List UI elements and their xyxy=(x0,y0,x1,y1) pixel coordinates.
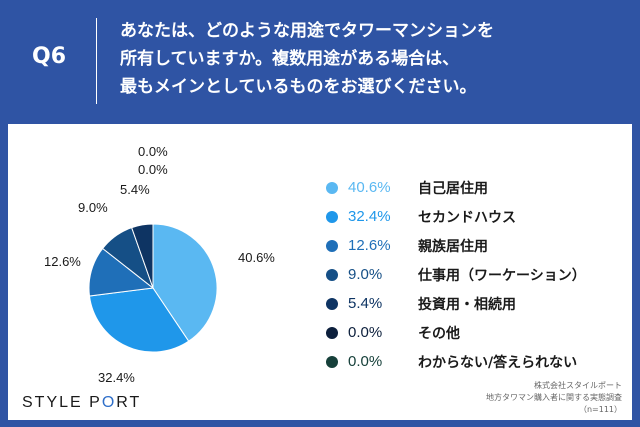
slice-label: 5.4% xyxy=(120,182,150,197)
legend-item: 32.4% セカンドハウス xyxy=(326,202,626,231)
source-line: 地方タワマン購入者に関する実態調査 xyxy=(486,393,622,402)
legend-item: 40.6% 自己居住用 xyxy=(326,173,626,202)
legend-item: 9.0% 仕事用（ワーケーション） xyxy=(326,260,626,289)
legend-label: 投資用・相続用 xyxy=(418,296,516,313)
legend-swatch xyxy=(326,239,338,252)
legend-label: 自己居住用 xyxy=(418,180,488,197)
legend-swatch xyxy=(326,181,338,194)
legend-item: 0.0% わからない/答えられない xyxy=(326,347,626,376)
question-header: Q6 あなたは、どのような用途でタワーマンションを 所有していますか。複数用途が… xyxy=(0,0,640,120)
legend-value: 32.4% xyxy=(348,208,391,225)
pie-slice xyxy=(131,223,154,289)
legend-swatch xyxy=(326,297,338,310)
legend-value: 5.4% xyxy=(348,295,383,312)
legend-swatch xyxy=(326,210,338,223)
question-line: 最もメインとしているものをお選びください。 xyxy=(120,77,477,97)
legend-label: 親族居住用 xyxy=(418,238,488,255)
pie-slice xyxy=(88,287,190,353)
header-divider xyxy=(96,18,97,104)
legend: 40.6% 自己居住用 32.4% セカンドハウス 12.6% 親族居住用 9.0% 仕事用（… xyxy=(326,173,626,376)
question-number: Q6 xyxy=(32,44,67,69)
legend-item: 0.0% その他 xyxy=(326,318,626,347)
slice-label: 40.6% xyxy=(238,250,275,265)
source-note: 株式会社スタイルポート 地方タワマン購入者に関する実態調査 （n=111） xyxy=(486,380,622,416)
style-port-logo: STYLE PORT xyxy=(22,394,142,411)
legend-item: 5.4% 投資用・相続用 xyxy=(326,289,626,318)
legend-value: 0.0% xyxy=(348,324,383,341)
question-line: 所有していますか。複数用途がある場合は、 xyxy=(120,49,460,69)
slice-label: 12.6% xyxy=(44,254,81,269)
chart-panel: 40.6% 32.4% 12.6% 9.0% 5.4% 0.0% 0.0% 40.6% 自己居… xyxy=(8,124,632,420)
legend-value: 0.0% xyxy=(348,353,383,370)
legend-item: 12.6% 親族居住用 xyxy=(326,231,626,260)
slice-label: 0.0% xyxy=(138,144,168,159)
legend-swatch xyxy=(326,355,338,368)
legend-label: わからない/答えられない xyxy=(418,354,578,371)
slice-label: 32.4% xyxy=(98,370,135,385)
legend-swatch xyxy=(326,268,338,281)
question-text: あなたは、どのような用途でタワーマンションを 所有していますか。複数用途がある場… xyxy=(120,17,620,101)
legend-swatch xyxy=(326,326,338,339)
source-line: （n=111） xyxy=(578,405,622,414)
legend-value: 40.6% xyxy=(348,179,391,196)
pie-chart: 40.6% 32.4% 12.6% 9.0% 5.4% 0.0% 0.0% xyxy=(44,144,275,385)
pie-slice xyxy=(152,223,218,342)
slice-label: 0.0% xyxy=(138,162,168,177)
question-line: あなたは、どのような用途でタワーマンションを xyxy=(120,21,494,41)
slice-label: 9.0% xyxy=(78,200,108,215)
legend-label: その他 xyxy=(418,325,460,342)
source-line: 株式会社スタイルポート xyxy=(534,381,622,390)
legend-label: 仕事用（ワーケーション） xyxy=(418,267,586,284)
legend-value: 12.6% xyxy=(348,237,391,254)
legend-value: 9.0% xyxy=(348,266,383,283)
legend-label: セカンドハウス xyxy=(418,209,516,226)
